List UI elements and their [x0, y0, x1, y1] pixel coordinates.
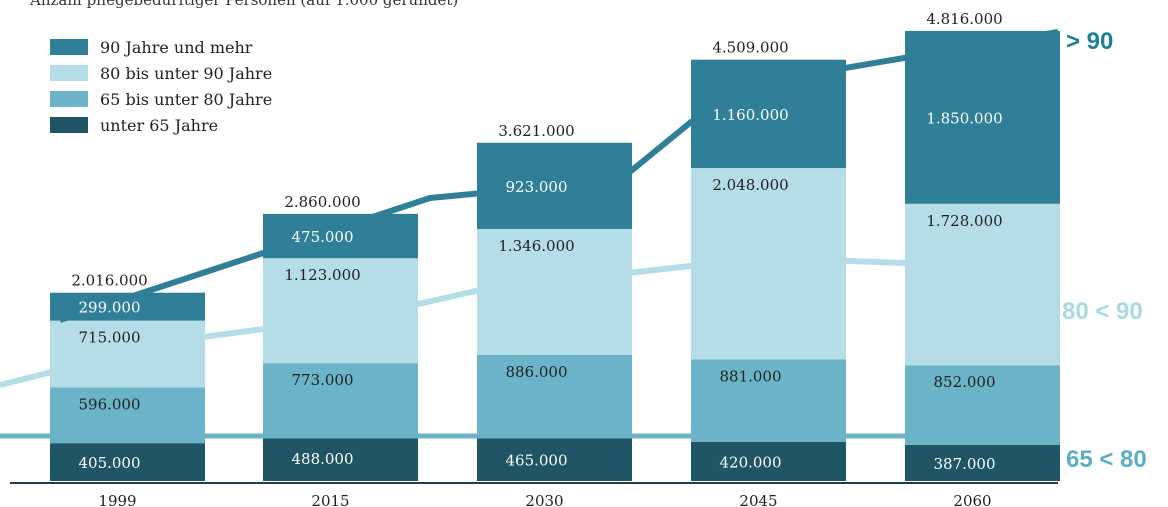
total-value-label: 4.509.000 — [712, 39, 788, 57]
legend-item-90-plus: 90 Jahre und mehr — [50, 34, 272, 60]
bar-segment — [477, 228, 632, 355]
bar-segment — [691, 441, 846, 481]
total-value-label: 4.816.000 — [926, 10, 1002, 28]
bar-segment — [905, 365, 1060, 445]
total-value-label: 2.860.000 — [284, 193, 360, 211]
x-tick-label: 2060 — [953, 492, 991, 507]
legend-swatch-90-plus — [50, 39, 88, 55]
segment-value-label: 387.000 — [933, 455, 995, 473]
x-tick-label: 2045 — [739, 492, 777, 507]
legend-item-80-90: 80 bis unter 90 Jahre — [50, 60, 272, 86]
x-tick-label: 2015 — [311, 492, 349, 507]
segment-value-label: 773.000 — [291, 371, 353, 389]
legend-item-under-65: unter 65 Jahre — [50, 112, 272, 138]
segment-value-label: 881.000 — [719, 367, 781, 385]
segment-value-label: 1.850.000 — [926, 109, 1002, 127]
legend-swatch-65-80 — [50, 91, 88, 107]
segment-value-label: 596.000 — [78, 395, 140, 413]
segment-value-label: 923.000 — [505, 178, 567, 196]
trend-line-80-90 — [0, 255, 906, 388]
annotation-over-90: > 90 — [1066, 28, 1114, 55]
segment-value-label: 1.123.000 — [284, 266, 360, 284]
segment-value-label: 1.160.000 — [712, 106, 788, 124]
segment-value-label: 886.000 — [505, 363, 567, 381]
bar-segment — [50, 443, 205, 481]
segment-value-label: 1.346.000 — [498, 237, 574, 255]
legend-label: 80 bis unter 90 Jahre — [100, 63, 273, 83]
segment-value-label: 852.000 — [933, 373, 995, 391]
x-tick-label: 2030 — [525, 492, 563, 507]
total-value-label: 3.621.000 — [498, 122, 574, 140]
segment-value-label: 475.000 — [291, 228, 353, 246]
chart-subtitle: Anzahl pflegebedürftiger Personen (auf 1… — [30, 0, 459, 9]
bar-segment — [263, 213, 418, 259]
segment-value-label: 715.000 — [78, 329, 140, 347]
annotation-80-90: 80 < 90 — [1062, 298, 1143, 325]
segment-value-label: 299.000 — [78, 299, 140, 317]
legend-swatch-80-90 — [50, 65, 88, 81]
trend-line-over-90 — [59, 29, 1059, 323]
bar-segment — [263, 363, 418, 436]
segment-value-label: 2.048.000 — [712, 176, 788, 194]
segment-value-label: 420.000 — [719, 453, 781, 471]
bar-segment — [905, 203, 1060, 366]
segment-value-label: 405.000 — [78, 454, 140, 472]
bar-segment — [477, 437, 632, 481]
total-value-label: 2.016.000 — [71, 272, 147, 290]
segment-value-label: 465.000 — [505, 451, 567, 469]
x-tick-label: 1999 — [98, 492, 136, 507]
legend-label: unter 65 Jahre — [100, 115, 219, 135]
segment-value-label: 488.000 — [291, 450, 353, 468]
bar-segment — [477, 354, 632, 438]
bar-segment — [691, 359, 846, 442]
segment-value-label: 1.728.000 — [926, 212, 1002, 230]
legend-item-65-80: 65 bis unter 80 Jahre — [50, 86, 272, 112]
bar-segment — [905, 444, 1060, 481]
legend-label: 65 bis unter 80 Jahre — [100, 89, 273, 109]
legend-swatch-under-65 — [50, 117, 88, 133]
annotation-65-80: 65 < 80 — [1066, 446, 1147, 473]
legend-label: 90 Jahre und mehr — [100, 37, 253, 57]
bar-segment — [263, 435, 418, 481]
legend: 90 Jahre und mehr 80 bis unter 90 Jahre … — [50, 34, 272, 138]
bar-segment — [905, 30, 1060, 204]
